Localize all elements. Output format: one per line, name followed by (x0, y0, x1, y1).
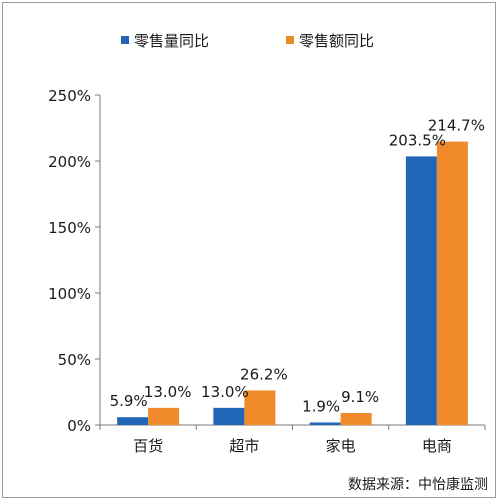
y-tick-label: 100% (48, 285, 91, 303)
x-tick-label: 电商 (422, 437, 452, 455)
bar-2 (436, 141, 468, 425)
y-tick-label: 50% (58, 351, 91, 369)
bar-1 (213, 407, 245, 425)
y-axis: 0% 50% 100% 150% 200% 250% (48, 87, 101, 435)
y-tick-label: 150% (48, 219, 91, 237)
bar-2 (148, 407, 180, 425)
y-tick-label: 0% (67, 417, 91, 435)
x-tick-label: 百货 (133, 437, 163, 455)
data-label-1: 5.9% (110, 392, 148, 410)
data-label-1: 13.0% (201, 383, 249, 401)
x-tick-label: 家电 (326, 437, 356, 455)
chart-frame: 零售量同比 零售额同比 0% 50% 100% 150% 200% 250% 百货 超市 家电 电… (2, 2, 496, 498)
legend-label-2: 零售额同比 (299, 32, 374, 50)
legend-label-1: 零售量同比 (134, 32, 209, 50)
bar-2 (244, 390, 276, 425)
bar-1 (309, 422, 341, 425)
bar-1 (405, 156, 437, 425)
data-label-2: 9.1% (341, 388, 379, 406)
data-label-2: 13.0% (144, 383, 192, 401)
legend-swatch-2 (286, 36, 294, 44)
y-tick-label: 250% (48, 87, 91, 105)
y-tick-label: 200% (48, 153, 91, 171)
bar-chart: 零售量同比 零售额同比 0% 50% 100% 150% 200% 250% 百货 超市 家电 电… (48, 32, 488, 493)
legend-swatch-1 (121, 36, 129, 44)
x-tick-label: 超市 (229, 437, 259, 455)
data-label-1: 203.5% (389, 131, 446, 149)
x-axis: 百货 超市 家电 电商 (99, 424, 486, 455)
data-labels: 5.9%13.0%1.9%203.5%13.0%26.2%9.1%214.7% (110, 117, 485, 416)
data-label-1: 1.9% (302, 397, 340, 415)
data-label-2: 26.2% (240, 365, 288, 383)
bars (117, 141, 468, 425)
source-note: 数据来源：中怡康监测 (348, 476, 488, 493)
bar-1 (117, 417, 149, 425)
bar-2 (340, 412, 372, 425)
data-label-2: 214.7% (428, 117, 485, 135)
legend: 零售量同比 零售额同比 (121, 32, 374, 50)
